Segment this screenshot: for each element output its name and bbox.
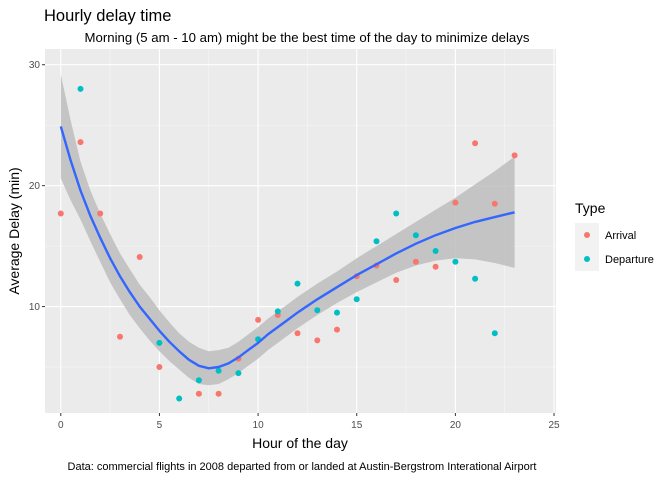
x-tick-label: 15 (351, 420, 363, 431)
legend-label-departure: Departure (605, 254, 654, 266)
point-departure (334, 309, 340, 316)
point-departure (77, 85, 84, 92)
point-arrival (472, 140, 479, 147)
point-departure (294, 280, 301, 287)
point-arrival (314, 337, 321, 344)
point-arrival (491, 200, 498, 207)
point-departure (156, 339, 163, 346)
point-departure (432, 248, 439, 254)
chart-subtitle: Morning (5 am - 10 am) might be the best… (85, 30, 530, 45)
point-departure (373, 238, 380, 245)
smooth-confidence-band (60, 74, 515, 386)
legend-item-arrival: Arrival (575, 223, 636, 247)
x-tick-label: 20 (450, 420, 462, 431)
chart-title: Hourly delay time (44, 7, 171, 25)
point-arrival (452, 199, 459, 206)
point-arrival (156, 364, 163, 370)
smooth-band-layer (60, 74, 515, 386)
legend-label-arrival: Arrival (605, 230, 636, 242)
point-departure (235, 370, 242, 377)
point-departure (274, 308, 281, 315)
point-arrival (117, 333, 123, 340)
point-departure (412, 232, 419, 239)
x-tick-label: 5 (157, 420, 163, 431)
point-arrival (77, 139, 84, 146)
x-tick-label: 25 (548, 420, 560, 431)
point-arrival (215, 390, 222, 397)
axis-ticks (42, 64, 555, 416)
y-axis-label: Average Delay (min) (6, 167, 22, 294)
point-arrival (195, 390, 202, 397)
point-departure (491, 330, 498, 337)
point-arrival (432, 263, 439, 270)
point-departure (353, 296, 360, 303)
point-departure (215, 367, 222, 374)
point-arrival (97, 210, 104, 217)
point-departure (314, 307, 321, 314)
y-tick-label: 30 (29, 60, 41, 71)
legend-item-departure: Departure (575, 247, 654, 271)
x-axis-label: Hour of the day (252, 435, 348, 451)
points-layer (57, 85, 518, 402)
point-departure (393, 210, 400, 217)
legend-dot-arrival (584, 232, 590, 238)
point-arrival (294, 330, 301, 337)
y-tick-label: 10 (29, 302, 41, 313)
legend-dot-departure (584, 256, 590, 262)
smooth-line-layer (59, 126, 515, 370)
point-departure (452, 258, 459, 265)
point-arrival (412, 258, 419, 265)
legend-title: Type (575, 200, 606, 216)
point-departure (195, 377, 202, 384)
x-tick-label: 0 (58, 420, 64, 431)
legend: Type Arrival Departure (575, 200, 654, 271)
point-arrival (334, 326, 340, 333)
point-arrival (255, 316, 262, 323)
point-arrival (57, 210, 64, 217)
tick-labels: 0 5 10 15 20 25 10 20 30 (29, 60, 560, 431)
point-arrival (136, 254, 143, 260)
point-arrival (511, 152, 518, 159)
point-departure (472, 275, 479, 282)
smooth-line (59, 126, 515, 370)
point-departure (176, 395, 183, 402)
chart-caption: Data: commercial flights in 2008 departe… (68, 461, 537, 473)
point-arrival (393, 277, 400, 283)
y-tick-label: 20 (29, 181, 41, 192)
x-tick-label: 10 (253, 420, 265, 431)
